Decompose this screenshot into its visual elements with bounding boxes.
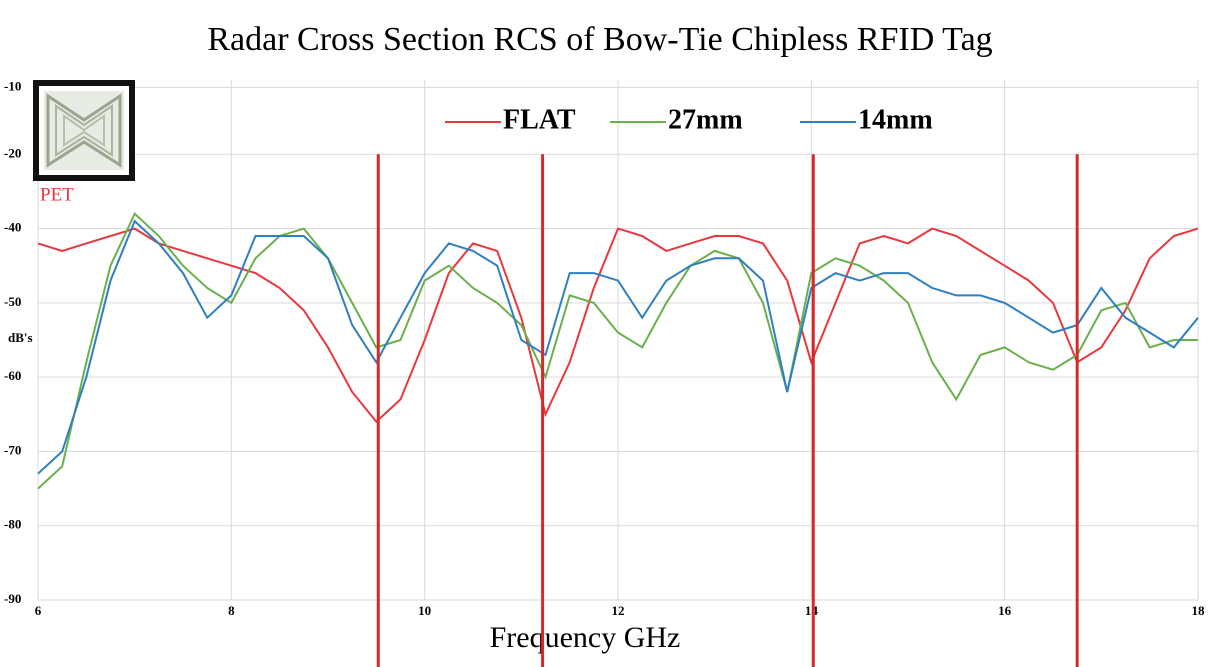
y-axis-title: dB's <box>8 330 33 345</box>
y-tick-label: -60 <box>4 368 21 383</box>
chart-title: Radar Cross Section RCS of Bow-Tie Chipl… <box>207 21 992 58</box>
legend-label: 27mm <box>668 104 743 135</box>
grid <box>37 80 1199 601</box>
x-tick-label: 6 <box>35 603 42 618</box>
x-tick-label: 16 <box>998 603 1012 618</box>
y-tick-label: -40 <box>4 220 21 235</box>
y-tick-label: -10 <box>4 78 21 93</box>
x-tick-label: 10 <box>418 603 431 618</box>
y-tick-label: -90 <box>4 591 21 606</box>
series-line <box>37 219 1199 475</box>
tag-icon <box>33 80 135 181</box>
series-line <box>37 212 1198 490</box>
legend-label: FLAT <box>503 104 576 135</box>
legend-label: 14mm <box>858 104 933 135</box>
x-tick-label: 18 <box>1192 603 1206 618</box>
y-tick-label: -80 <box>4 517 21 532</box>
x-tick-label: 8 <box>228 603 235 618</box>
y-tick-label: -70 <box>4 442 21 457</box>
x-axis-title: Frequency GHz <box>490 621 681 654</box>
x-tick-label: 14 <box>805 603 819 618</box>
series-line <box>37 227 1199 424</box>
y-tick-label: -20 <box>4 145 21 160</box>
annotation: PET <box>40 184 74 205</box>
y-tick-label: -50 <box>4 294 21 309</box>
x-tick-label: 12 <box>612 603 625 618</box>
